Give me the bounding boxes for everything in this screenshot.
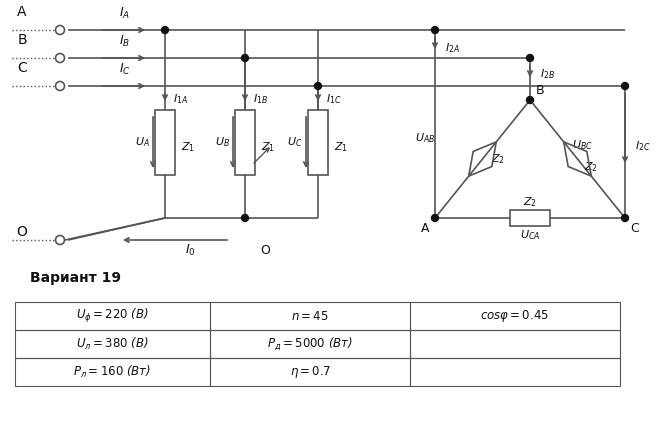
Text: $Z_2$: $Z_2$ bbox=[492, 152, 506, 166]
Bar bbox=[410, 358, 620, 386]
Bar bbox=[15, 358, 210, 386]
Text: B: B bbox=[536, 84, 544, 97]
Text: $I_{2B}$: $I_{2B}$ bbox=[541, 67, 556, 81]
Circle shape bbox=[527, 54, 533, 62]
Text: C: C bbox=[17, 61, 27, 75]
Text: $U_{л} = 380$ (В): $U_{л} = 380$ (В) bbox=[76, 336, 149, 352]
Circle shape bbox=[242, 54, 249, 62]
Text: $U_{\phi} = 220$ (В): $U_{\phi} = 220$ (В) bbox=[76, 307, 149, 325]
Text: $U_C$: $U_C$ bbox=[287, 135, 303, 149]
Text: $P_{д} = 5000$ (Вт): $P_{д} = 5000$ (Вт) bbox=[267, 335, 353, 352]
Bar bbox=[410, 330, 620, 358]
Circle shape bbox=[242, 214, 249, 222]
Text: B: B bbox=[17, 33, 27, 47]
Bar bbox=[235, 110, 255, 175]
Bar bbox=[510, 210, 550, 226]
Text: $P_{л} = 160$ (Вт): $P_{л} = 160$ (Вт) bbox=[73, 364, 152, 380]
Text: $Z_2$: $Z_2$ bbox=[523, 195, 537, 209]
Circle shape bbox=[162, 27, 168, 33]
Circle shape bbox=[622, 214, 628, 222]
Text: Вариант 19: Вариант 19 bbox=[30, 271, 121, 285]
Circle shape bbox=[622, 82, 628, 89]
Bar bbox=[210, 358, 410, 386]
Text: $I_A$: $I_A$ bbox=[119, 5, 131, 21]
Bar bbox=[155, 110, 175, 175]
Text: O: O bbox=[16, 225, 28, 239]
Text: C: C bbox=[630, 222, 640, 235]
Bar bbox=[210, 330, 410, 358]
Circle shape bbox=[432, 214, 438, 222]
Circle shape bbox=[55, 25, 65, 35]
Text: $\eta = 0.7$: $\eta = 0.7$ bbox=[290, 364, 331, 380]
Text: A: A bbox=[17, 5, 27, 19]
Bar bbox=[308, 110, 328, 175]
Text: $Z_1$: $Z_1$ bbox=[181, 141, 195, 154]
Text: $Z_1$: $Z_1$ bbox=[261, 141, 275, 154]
Circle shape bbox=[55, 235, 65, 244]
Circle shape bbox=[527, 97, 533, 103]
Text: $I_0$: $I_0$ bbox=[185, 243, 195, 257]
Text: $U_A$: $U_A$ bbox=[135, 135, 149, 149]
Text: $U_{CA}$: $U_{CA}$ bbox=[520, 228, 540, 242]
Bar bbox=[15, 302, 210, 330]
Bar bbox=[210, 302, 410, 330]
Text: $I_{1B}$: $I_{1B}$ bbox=[253, 92, 269, 106]
Text: $Z_1$: $Z_1$ bbox=[334, 141, 348, 154]
Text: $U_{AB}$: $U_{AB}$ bbox=[415, 131, 435, 145]
Text: $n = 45$: $n = 45$ bbox=[291, 309, 329, 322]
Circle shape bbox=[55, 81, 65, 90]
Text: O: O bbox=[260, 243, 270, 257]
Text: $I_{2C}$: $I_{2C}$ bbox=[635, 139, 651, 153]
Text: $I_B$: $I_B$ bbox=[119, 33, 131, 49]
Text: $I_C$: $I_C$ bbox=[119, 62, 131, 76]
Text: $U_B$: $U_B$ bbox=[214, 135, 230, 149]
Text: $cos\varphi = 0.45$: $cos\varphi = 0.45$ bbox=[480, 308, 550, 324]
Circle shape bbox=[432, 27, 438, 33]
Text: $U_{BC}$: $U_{BC}$ bbox=[572, 138, 593, 152]
Bar bbox=[410, 302, 620, 330]
Circle shape bbox=[55, 54, 65, 62]
Circle shape bbox=[315, 82, 321, 89]
Text: $Z_2$: $Z_2$ bbox=[585, 160, 599, 174]
Bar bbox=[15, 330, 210, 358]
Text: $I_{2A}$: $I_{2A}$ bbox=[446, 41, 461, 55]
Text: A: A bbox=[421, 222, 429, 235]
Text: $I_{1C}$: $I_{1C}$ bbox=[326, 92, 342, 106]
Text: $I_{1A}$: $I_{1A}$ bbox=[174, 92, 189, 106]
